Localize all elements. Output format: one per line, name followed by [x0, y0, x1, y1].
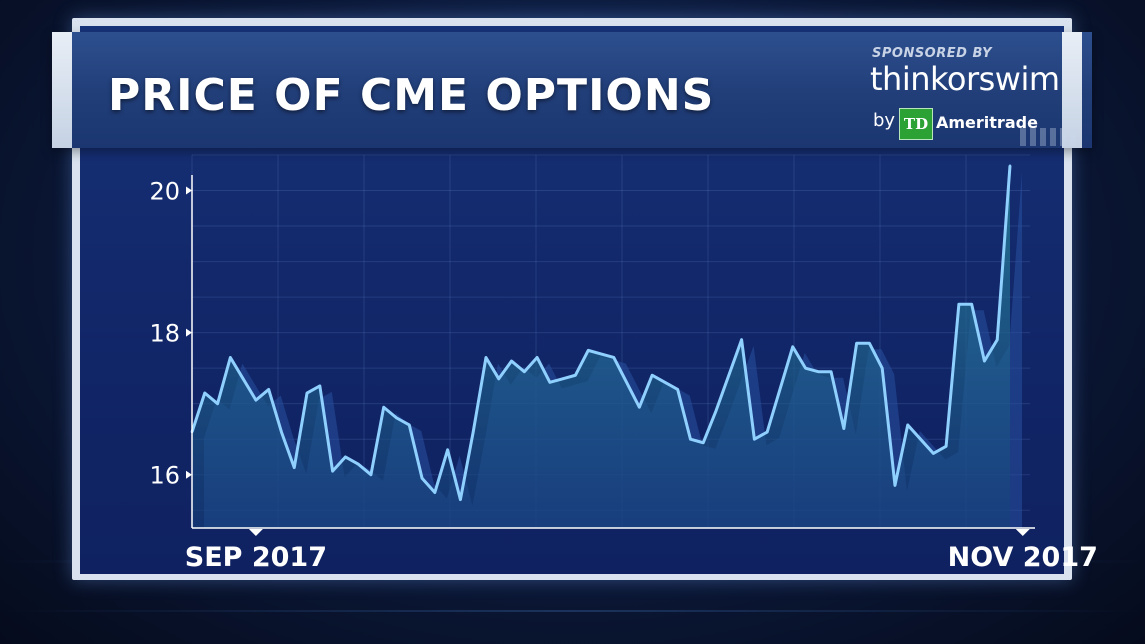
data-point [753, 437, 756, 441]
data-point [408, 423, 411, 427]
data-point [689, 437, 692, 441]
data-point [203, 391, 206, 395]
data-point [778, 388, 782, 391]
y-tick-label: 16 [149, 462, 180, 490]
data-point [574, 374, 577, 377]
y-tick-mark [186, 328, 192, 337]
td-logo-icon: TD [899, 108, 933, 140]
data-point [459, 498, 462, 501]
data-point [676, 388, 679, 391]
data-point [318, 384, 322, 388]
data-point [663, 381, 667, 384]
data-point [216, 402, 219, 405]
data-point [331, 469, 334, 473]
data-point [919, 437, 922, 441]
data-point [395, 416, 398, 420]
data-point [510, 359, 513, 363]
data-point [280, 430, 283, 434]
data-point [880, 366, 884, 370]
data-point [791, 345, 794, 349]
data-point [944, 445, 948, 448]
data-point [868, 342, 871, 345]
thinkorswim-logo: thinkorswim [870, 60, 1060, 98]
data-point [548, 381, 552, 384]
data-point [727, 374, 731, 377]
y-tick-label: 20 [149, 178, 180, 206]
x-tick-label: NOV 2017 [948, 542, 1098, 573]
chart-title: PRICE OF CME OPTIONS [108, 70, 715, 121]
data-point [638, 406, 641, 409]
data-point [420, 477, 424, 480]
data-point [650, 374, 654, 377]
data-point [344, 455, 347, 459]
x-tick-mark [1015, 529, 1030, 536]
x-tick-label: SEP 2017 [185, 542, 327, 573]
data-point [484, 356, 488, 359]
data-point [740, 338, 743, 341]
header-edge-right [1062, 32, 1082, 148]
header-edge-left [52, 32, 72, 148]
background-streak [0, 610, 1145, 612]
data-point [829, 370, 833, 373]
data-point [970, 303, 973, 306]
data-point [433, 491, 437, 494]
data-point [855, 342, 858, 345]
data-point [356, 462, 360, 466]
data-point [804, 366, 807, 370]
data-point [817, 370, 820, 373]
data-point [612, 356, 615, 359]
sponsor-label: SPONSORED BY [872, 46, 993, 61]
data-point [561, 377, 564, 380]
y-tick-mark [186, 470, 192, 479]
data-point [254, 398, 258, 402]
data-point [305, 391, 309, 395]
data-point [996, 338, 999, 341]
data-point [229, 356, 232, 359]
data-point [842, 427, 846, 430]
data-point [957, 303, 961, 306]
data-point [471, 430, 475, 434]
area-fill [192, 165, 1010, 528]
data-point [535, 356, 539, 359]
data-point [497, 377, 500, 380]
data-point [625, 381, 628, 384]
data-point [369, 473, 373, 476]
data-point [241, 377, 245, 380]
y-tick-label: 18 [149, 320, 180, 348]
data-point [983, 359, 986, 363]
data-point [382, 406, 385, 409]
td-logo-text: TD [903, 115, 929, 133]
data-point [893, 484, 897, 487]
data-point [587, 349, 590, 352]
data-point [446, 448, 449, 452]
data-point [523, 370, 526, 373]
data-point [765, 430, 769, 434]
data-point [906, 423, 909, 427]
ameritrade-logo: Ameritrade [936, 113, 1038, 132]
data-point [714, 409, 718, 412]
y-tick-mark [186, 186, 192, 195]
data-point [599, 352, 603, 356]
decorative-hatch [1020, 128, 1080, 146]
data-point [293, 466, 296, 469]
data-point [702, 441, 705, 444]
data-point [1008, 164, 1012, 167]
x-tick-mark [248, 529, 263, 536]
data-point [267, 388, 270, 391]
by-text: by [873, 110, 896, 131]
data-point [932, 452, 935, 455]
